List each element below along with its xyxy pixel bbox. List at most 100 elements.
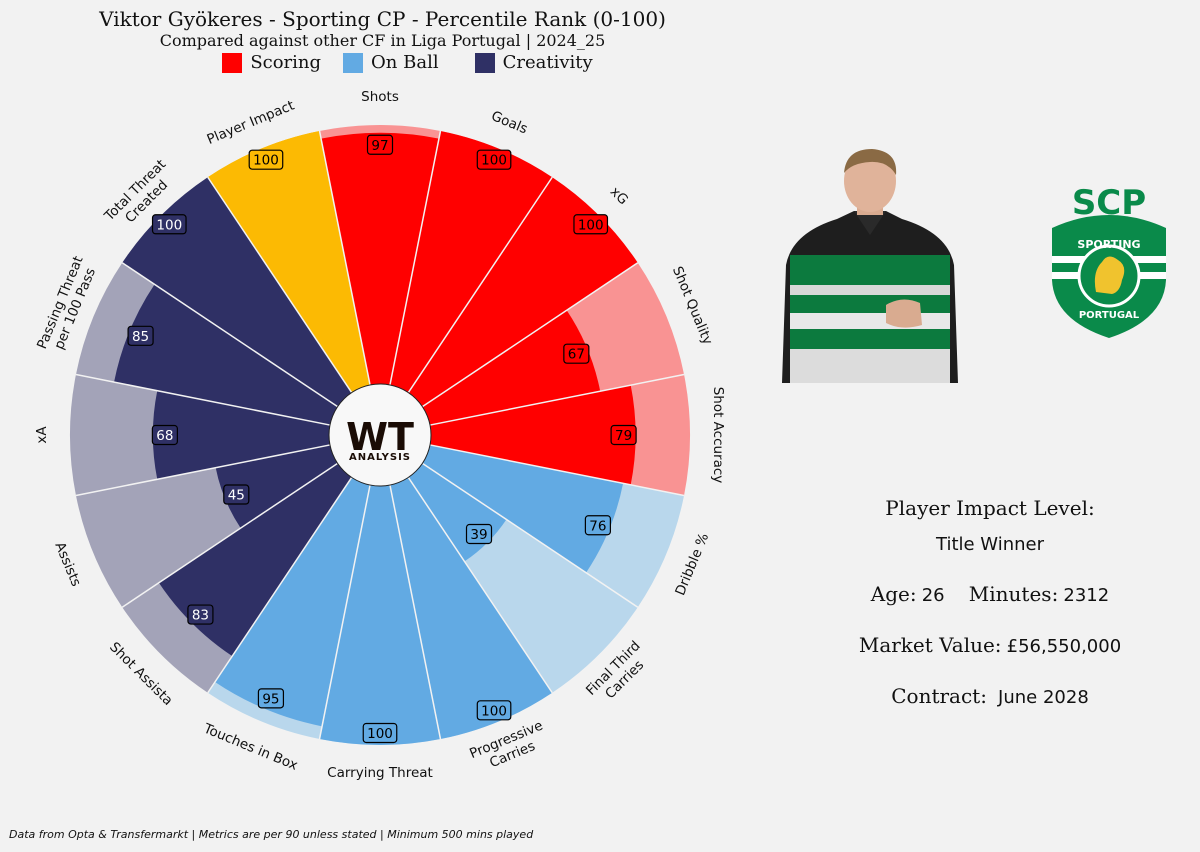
- value-label-xa: 68: [151, 424, 178, 446]
- svg-text:76: 76: [589, 518, 606, 534]
- legend-swatch-creativity: [474, 53, 495, 73]
- svg-text:100: 100: [578, 217, 604, 233]
- bar-shot-quality: [422, 310, 601, 426]
- legend-swatch-scoring: [222, 53, 243, 73]
- bar-xg: [408, 177, 638, 407]
- bar-goals: [389, 130, 553, 393]
- segment-divider: [121, 462, 339, 608]
- axis-label-shot-accuracy: Shot Accuracy: [710, 387, 726, 484]
- segment-divider: [407, 176, 553, 394]
- svg-text:100: 100: [481, 703, 507, 719]
- legend-item-scoring: Scoring: [222, 52, 321, 74]
- impact-level-label: Player Impact Level:: [885, 496, 1095, 520]
- center-logo-main: WT: [346, 415, 414, 459]
- minutes-label: Minutes:: [968, 582, 1059, 606]
- svg-text:83: 83: [192, 608, 209, 624]
- legend-swatch-on-ball: [343, 53, 364, 73]
- svg-text:100: 100: [156, 217, 182, 233]
- value-label-progressive-carries: 100: [476, 700, 512, 721]
- segment-divider: [75, 373, 331, 426]
- player-photo: [782, 145, 958, 383]
- bar-dribble: [422, 444, 624, 573]
- center-logo-sub: ANALYSIS: [349, 452, 411, 463]
- value-label-xg: 100: [573, 214, 609, 235]
- market-value-value: £56,550,000: [1006, 636, 1122, 657]
- club-logo: SCP SPORTING PORTUGAL: [1046, 180, 1172, 340]
- minutes-value: 2312: [1063, 585, 1110, 606]
- svg-text:67: 67: [568, 347, 585, 363]
- value-label-shot-assista: 83: [187, 604, 214, 625]
- radar-chart: Shots Goals xG Shot Quality Shot Accuracy Dri…: [34, 89, 726, 781]
- svg-text:39: 39: [470, 527, 487, 543]
- contract-row: Contract: June 2028: [840, 684, 1140, 708]
- legend-item-on-ball: On Ball: [343, 52, 439, 74]
- segment-divider: [389, 484, 442, 740]
- segment-divider: [421, 262, 639, 408]
- segment-divider: [429, 444, 685, 497]
- value-label-dribble: 76: [584, 515, 611, 536]
- bar-progressive-carries: [389, 477, 553, 740]
- segment-divider: [318, 484, 371, 740]
- axis-label-xa: xA: [34, 426, 50, 444]
- bar-shot-accuracy: [430, 385, 636, 485]
- bar-carrying-threat: [319, 485, 441, 745]
- impact-level-value: Title Winner: [936, 534, 1044, 555]
- axis-label-assists: Assists: [51, 540, 84, 589]
- svg-text:100: 100: [481, 153, 507, 169]
- svg-text:45: 45: [228, 488, 245, 504]
- segment-divider: [389, 130, 442, 386]
- bar-touches-in-box: [214, 477, 371, 727]
- segment-divider: [421, 462, 639, 608]
- contract-label: Contract:: [891, 684, 987, 708]
- value-label-carrying-threat: 100: [362, 722, 398, 744]
- svg-text:100: 100: [367, 726, 393, 742]
- segment-divider: [207, 176, 353, 394]
- segment-divider: [75, 444, 331, 497]
- axis-label-goals: Goals: [489, 108, 530, 137]
- value-label-player-impact: 100: [248, 149, 284, 170]
- value-label-assists: 45: [223, 484, 250, 505]
- axis-label-carrying-threat: Carrying Threat: [327, 765, 433, 781]
- legend-label-creativity: Creativity: [502, 52, 593, 73]
- axis-label-shots: Shots: [361, 89, 399, 105]
- chart-subtitle: Compared against other CF in Liga Portug…: [159, 31, 606, 50]
- center-circle: [328, 383, 432, 487]
- bar-player-impact: [207, 130, 371, 393]
- bar-total-threat-created: [122, 177, 352, 407]
- bar-passing-threat-per-100-pass: [114, 284, 338, 426]
- center-logo: WT ANALYSIS: [328, 383, 432, 487]
- svg-text:95: 95: [262, 691, 279, 707]
- value-label-shot-quality: 67: [563, 343, 590, 364]
- svg-text:85: 85: [132, 329, 149, 345]
- age-value: 26: [921, 585, 945, 606]
- club-logo-portugal: PORTUGAL: [1079, 310, 1140, 321]
- value-label-passing-threat-per-100-pass: 85: [127, 325, 154, 346]
- contract-value: June 2028: [998, 687, 1089, 708]
- svg-text:79: 79: [615, 428, 632, 444]
- segment-divider: [121, 262, 339, 408]
- value-label-shot-accuracy: 79: [610, 424, 637, 446]
- svg-text:100: 100: [253, 153, 279, 169]
- axis-label-xg: xG: [607, 184, 631, 208]
- segment-divider: [318, 130, 371, 386]
- legend-item-creativity: Creativity: [474, 52, 593, 74]
- value-label-touches-in-box: 95: [257, 688, 285, 709]
- segment-divider: [429, 373, 685, 426]
- legend-label-scoring: Scoring: [250, 52, 322, 73]
- value-label-shots: 97: [366, 134, 394, 155]
- value-label-final-third-carries: 39: [465, 523, 493, 545]
- segment-divider: [207, 476, 353, 694]
- bar-assists: [215, 444, 338, 529]
- value-label-total-threat-created: 100: [151, 214, 187, 235]
- segment-divider: [407, 476, 553, 694]
- axis-label-dribble: Dribble %: [672, 531, 712, 598]
- age-label: Age:: [870, 582, 917, 606]
- svg-text:68: 68: [156, 428, 173, 444]
- axis-label-shot-quality: Shot Quality: [669, 264, 716, 347]
- market-value-row: Market Value: £56,550,000: [820, 633, 1160, 657]
- svg-text:97: 97: [371, 138, 388, 154]
- age-minutes-row: Age: 26 Minutes: 2312: [830, 582, 1150, 606]
- market-value-label: Market Value:: [858, 633, 1002, 657]
- axis-label-player-impact: Player Impact: [205, 98, 297, 148]
- club-logo-sporting: SPORTING: [1077, 238, 1140, 251]
